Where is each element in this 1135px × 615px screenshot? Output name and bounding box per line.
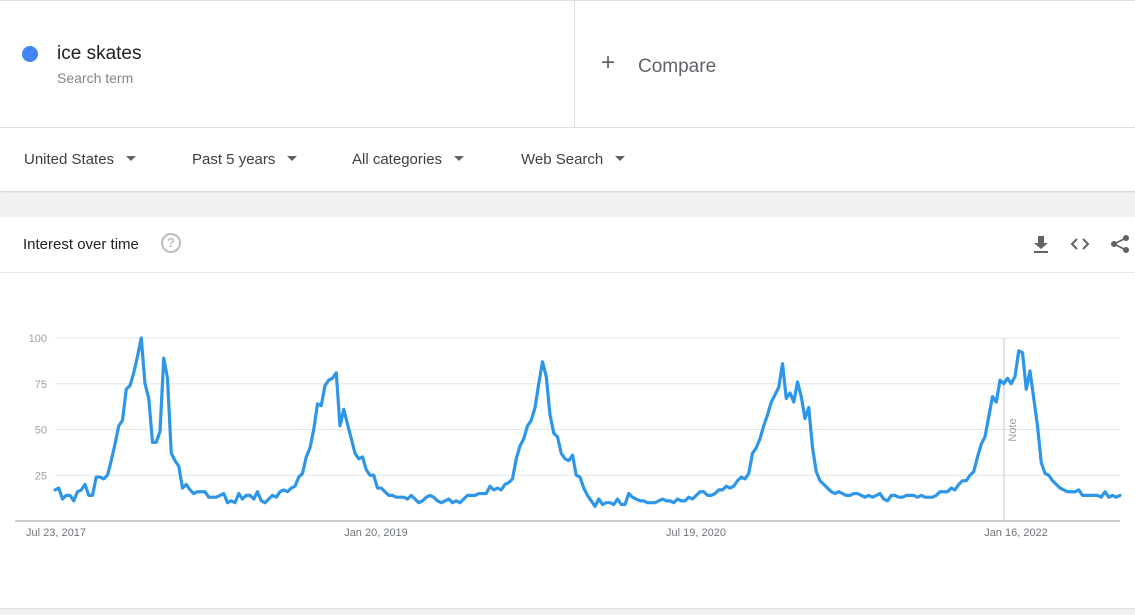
interest-over-time-card: Interest over time ? 25 50 75 100 Jul 23, 20… bbox=[0, 217, 1135, 609]
compare-label: Compare bbox=[638, 56, 717, 77]
series-color-dot bbox=[22, 46, 38, 62]
embed-icon[interactable] bbox=[1069, 233, 1091, 255]
share-icon[interactable] bbox=[1109, 233, 1131, 255]
search-term-card[interactable]: ice skates Search term bbox=[0, 0, 575, 127]
card-divider bbox=[0, 272, 1135, 273]
x-tick-label: Jul 19, 2020 bbox=[666, 527, 726, 539]
interest-line-chart: 25 50 75 100 Jul 23, 2017 Jan 20, 2019 Jul 19,… bbox=[15, 333, 1122, 539]
compare-button[interactable]: + Compare bbox=[575, 0, 1135, 127]
search-term-label[interactable]: ice skates bbox=[57, 43, 142, 64]
time-range-dropdown[interactable]: Past 5 years bbox=[192, 151, 298, 168]
bottom-strip bbox=[0, 609, 1135, 615]
dropdown-arrow-icon bbox=[454, 155, 465, 161]
dropdown-arrow-icon bbox=[287, 155, 298, 161]
category-label: All categories bbox=[352, 151, 443, 168]
x-tick-label: Jul 23, 2017 bbox=[26, 527, 86, 539]
filter-bar: United States Past 5 years All categorie… bbox=[0, 128, 1135, 192]
card-title: Interest over time bbox=[23, 236, 139, 253]
y-tick-label: 25 bbox=[35, 470, 47, 482]
plus-icon: + bbox=[601, 49, 616, 76]
y-tick-label: 75 bbox=[35, 379, 47, 391]
category-dropdown[interactable]: All categories bbox=[352, 151, 465, 168]
search-type-dropdown[interactable]: Web Search bbox=[521, 151, 626, 168]
help-icon[interactable]: ? bbox=[161, 233, 181, 253]
y-tick-label: 100 bbox=[29, 333, 47, 345]
time-range-label: Past 5 years bbox=[192, 151, 276, 168]
note-annotation-label: Note bbox=[1007, 418, 1019, 441]
region-dropdown[interactable]: United States bbox=[24, 151, 137, 168]
search-terms-header: ice skates Search term + Compare bbox=[0, 0, 1135, 128]
dropdown-arrow-icon bbox=[126, 155, 137, 161]
search-term-sublabel: Search term bbox=[57, 70, 134, 86]
section-gap bbox=[0, 193, 1135, 217]
region-label: United States bbox=[24, 151, 115, 168]
series-line-ice-skates bbox=[53, 336, 1122, 508]
download-icon[interactable] bbox=[1030, 233, 1052, 255]
dropdown-arrow-icon bbox=[615, 155, 626, 161]
x-tick-label: Jan 20, 2019 bbox=[344, 527, 408, 539]
y-tick-label: 50 bbox=[35, 425, 47, 437]
x-tick-label: Jan 16, 2022 bbox=[984, 527, 1048, 539]
search-type-label: Web Search bbox=[521, 151, 604, 168]
